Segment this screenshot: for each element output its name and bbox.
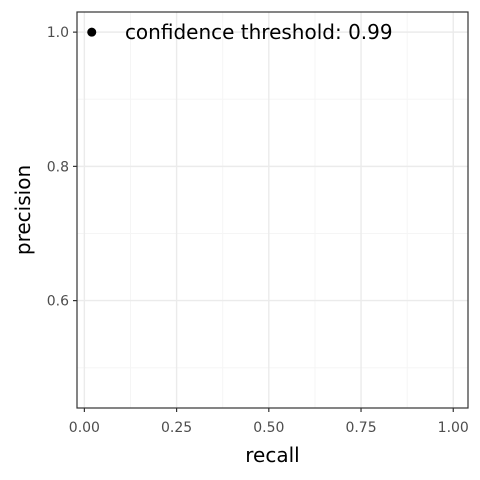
minor-gridlines	[77, 12, 468, 408]
x-tick-label: 0.50	[253, 420, 284, 436]
y-tick-label: 1.0	[47, 25, 69, 41]
panel-border	[76, 11, 469, 409]
y-axis-title: precision	[11, 165, 35, 255]
y-tick-label: 0.8	[47, 159, 69, 175]
data-points	[87, 27, 97, 37]
annotation-label: confidence threshold: 0.99	[125, 20, 393, 44]
x-tick-label: 0.25	[161, 420, 192, 436]
x-tick-label: 1.00	[438, 420, 469, 436]
axis-ticks	[73, 31, 454, 412]
x-tick-label: 0.75	[345, 420, 376, 436]
annotations: confidence threshold: 0.99	[125, 20, 393, 44]
data-point	[87, 27, 97, 37]
y-tick-label: 0.6	[47, 294, 69, 310]
x-tick-labels: 0.00 0.25 0.50 0.75 1.00	[69, 420, 469, 436]
major-gridlines	[77, 12, 468, 408]
y-tick-labels: 0.6 0.8 1.0	[47, 25, 69, 309]
x-axis-title: recall	[245, 443, 299, 467]
x-tick-label: 0.00	[69, 420, 100, 436]
